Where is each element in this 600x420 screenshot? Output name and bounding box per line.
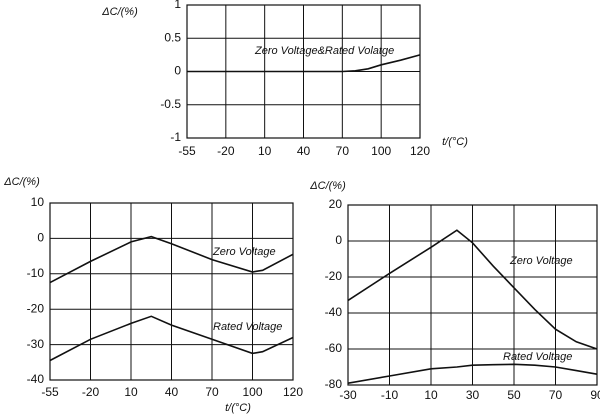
y-tick-label: 0 — [174, 64, 181, 78]
y-axis-label: ΔC/(%) — [309, 180, 346, 192]
y-tick-label: 0.5 — [164, 30, 181, 44]
y-tick-label: -20 — [325, 269, 343, 283]
data-line — [347, 229, 598, 350]
x-axis-label: t/(°C) — [225, 402, 251, 414]
series-label: Rated Voltage — [213, 321, 282, 333]
data-line — [347, 363, 598, 384]
y-tick-label: -80 — [325, 377, 343, 391]
y-tick-label: 1 — [174, 0, 181, 11]
x-tick-label: 10 — [258, 144, 272, 158]
x-tick-label: 10 — [424, 388, 438, 402]
data-line — [49, 315, 294, 362]
y-tick-label: -10 — [27, 266, 45, 280]
y-tick-label: -60 — [325, 341, 343, 355]
x-tick-label: 70 — [336, 144, 350, 158]
x-tick-label: -55 — [178, 144, 196, 158]
x-tick-label: 40 — [297, 144, 311, 158]
y-axis-label: ΔC/(%) — [3, 176, 40, 188]
y-tick-label: -30 — [27, 337, 45, 351]
y-tick-label: -20 — [27, 301, 45, 315]
x-tick-label: 40 — [165, 385, 179, 399]
y-tick-label: 0 — [37, 231, 44, 245]
y-tick-label: 0 — [335, 233, 342, 247]
x-tick-label: 30 — [466, 388, 480, 402]
x-tick-label: 70 — [549, 388, 563, 402]
y-tick-label: -1 — [170, 130, 181, 144]
x-tick-label: 90 — [590, 388, 600, 402]
x-tick-label: 70 — [205, 385, 219, 399]
x-tick-label: -20 — [82, 385, 100, 399]
x-tick-label: -55 — [41, 385, 59, 399]
x-tick-label: 120 — [410, 144, 430, 158]
series-label: Zero Voltage — [212, 246, 276, 258]
y-tick-label: -40 — [325, 305, 343, 319]
y-tick-label: -40 — [27, 372, 45, 386]
series-label: Rated Voltage — [503, 351, 572, 363]
data-line — [187, 54, 421, 73]
y-tick-label: 20 — [329, 197, 343, 211]
x-tick-label: 100 — [371, 144, 391, 158]
y-tick-label: 10 — [31, 195, 45, 209]
x-tick-label: -20 — [217, 144, 235, 158]
x-tick-label: 50 — [507, 388, 521, 402]
x-tick-label: 10 — [124, 385, 138, 399]
x-tick-label: 120 — [283, 385, 303, 399]
x-tick-label: 100 — [242, 385, 262, 399]
plot-frame — [347, 204, 598, 386]
plot-frame — [49, 202, 294, 381]
x-tick-label: -10 — [381, 388, 399, 402]
series-label: Zero Voltage&Rated Volatge — [254, 45, 394, 57]
series-label: Zero Voltage — [509, 255, 573, 267]
y-axis-label: ΔC/(%) — [101, 6, 138, 18]
y-tick-label: -0.5 — [160, 97, 181, 111]
x-tick-label: -30 — [339, 388, 357, 402]
x-axis-label: t/(°C) — [442, 136, 468, 148]
data-line — [49, 235, 294, 284]
